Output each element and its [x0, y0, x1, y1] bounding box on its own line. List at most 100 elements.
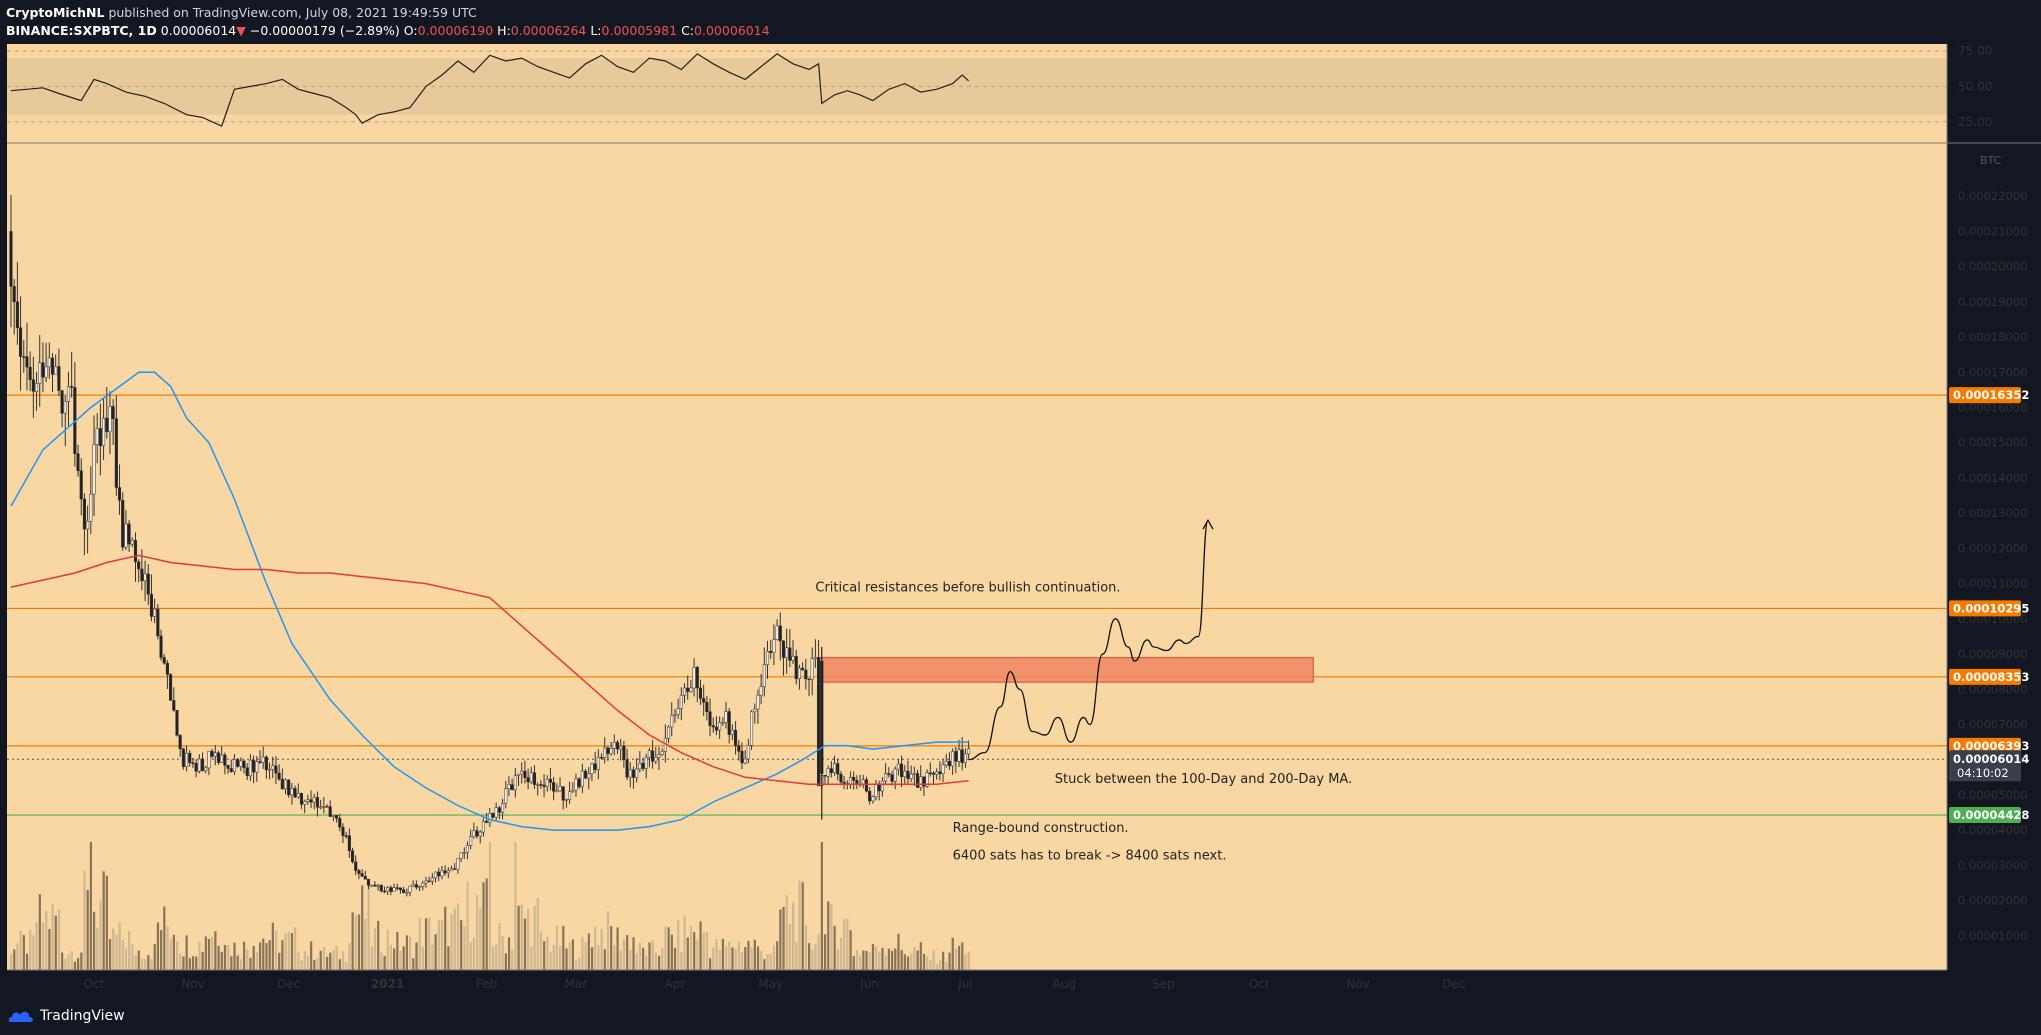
volume-bar: [271, 922, 274, 970]
candle-body: [306, 799, 310, 802]
candle-body: [753, 708, 757, 713]
volume-bar: [606, 911, 610, 970]
candle-body: [258, 761, 262, 763]
candle-body: [494, 807, 498, 818]
chart-header: CryptoMichNL published on TradingView.co…: [6, 4, 770, 40]
volume-bar: [594, 926, 597, 970]
volume-bar: [48, 929, 51, 970]
volume-bar: [409, 936, 412, 970]
volume-bar: [967, 951, 970, 970]
candle-body: [884, 773, 888, 782]
candle-body: [465, 845, 470, 853]
time-tick-label: Dec: [1442, 977, 1465, 991]
volume-bar: [715, 939, 718, 970]
symbol-label[interactable]: BINANCE:SXPBTC, 1D: [6, 23, 157, 38]
annotations[interactable]: Critical resistances before bullish cont…: [815, 580, 1352, 863]
volume-bar: [265, 943, 268, 970]
price-tick-label: 0.00007000: [1958, 717, 2028, 731]
candle-body: [820, 661, 824, 774]
volume-bar: [348, 942, 351, 970]
publisher-name[interactable]: CryptoMichNL: [6, 5, 105, 20]
volume-bar: [520, 904, 523, 970]
price-tick-label: 0.00013000: [1958, 506, 2028, 520]
volume-bar: [830, 904, 833, 970]
candle-body: [95, 428, 99, 445]
volume-bar: [166, 926, 169, 970]
volume-bar: [415, 942, 418, 970]
candle-body: [695, 666, 699, 689]
candle-body: [146, 573, 150, 595]
volume-bar: [185, 935, 188, 970]
candle-body: [373, 884, 377, 887]
candle-body: [708, 711, 712, 726]
time-tick-label: Jul: [957, 977, 972, 991]
volume-bar: [70, 950, 73, 970]
candle-body: [456, 858, 460, 870]
candle-body: [478, 831, 482, 837]
volume-bar: [99, 900, 102, 970]
volume-bar: [434, 934, 437, 970]
volume-bars: [10, 842, 970, 970]
candle-body: [644, 756, 648, 769]
candle-body: [714, 726, 718, 731]
footer-brand[interactable]: TradingView: [40, 1008, 125, 1024]
volume-bar: [211, 937, 214, 970]
ma200-line: [10, 554, 969, 786]
volume-bar: [54, 915, 57, 970]
volume-bar: [689, 926, 693, 970]
volume-bar: [297, 952, 300, 970]
candle-body: [449, 868, 454, 872]
candle-body: [919, 776, 923, 788]
volume-bar: [501, 936, 504, 970]
candle-body: [686, 687, 690, 692]
resistance-zone-group[interactable]: [817, 656, 1314, 683]
candle-body: [788, 647, 792, 661]
volume-bar: [51, 903, 54, 970]
candle-body: [548, 778, 552, 783]
volume-bar: [380, 952, 383, 970]
candle-body: [169, 674, 173, 701]
volume-bar: [731, 947, 734, 970]
candle-body: [880, 780, 884, 792]
candle-body: [571, 789, 575, 792]
projection-drawing[interactable]: [968, 518, 1214, 761]
candle-body: [76, 453, 80, 471]
volume-bar: [156, 922, 160, 970]
open-value: 0.00006190: [417, 23, 494, 38]
volume-bar: [916, 950, 919, 970]
volume-bar: [632, 937, 635, 970]
volume-bar: [753, 939, 756, 970]
candle-body: [411, 884, 415, 887]
volume-bar: [284, 933, 287, 970]
volume-bar: [204, 936, 207, 970]
volume-bar: [428, 917, 431, 970]
volume-bar: [756, 946, 760, 970]
candle-body: [395, 887, 399, 889]
candle-body: [574, 778, 578, 791]
candle-body: [242, 760, 246, 769]
volume-bar: [444, 906, 447, 970]
candle-body: [175, 710, 179, 736]
time-tick-label: Aug: [1053, 977, 1076, 991]
candle-body: [887, 773, 891, 775]
price-tick-label: 0.00012000: [1958, 541, 2028, 555]
candle-body: [89, 493, 93, 522]
volume-bar: [393, 948, 396, 970]
candle-body: [392, 887, 396, 892]
volume-bar: [555, 925, 559, 970]
volume-bar: [243, 941, 246, 970]
price-tick-label: 0.00020000: [1958, 260, 2028, 274]
volume-bar: [10, 954, 13, 970]
volume-bar: [549, 951, 552, 970]
volume-bar: [463, 926, 466, 970]
volume-bar: [600, 928, 603, 970]
volume-bar: [329, 952, 332, 970]
candle-body: [516, 773, 521, 776]
volume-bar: [942, 951, 945, 970]
volume-bar: [108, 939, 112, 970]
candle-body: [344, 835, 348, 837]
candle-body: [188, 752, 192, 763]
candle-body: [625, 759, 629, 778]
volume-bar: [865, 950, 868, 970]
